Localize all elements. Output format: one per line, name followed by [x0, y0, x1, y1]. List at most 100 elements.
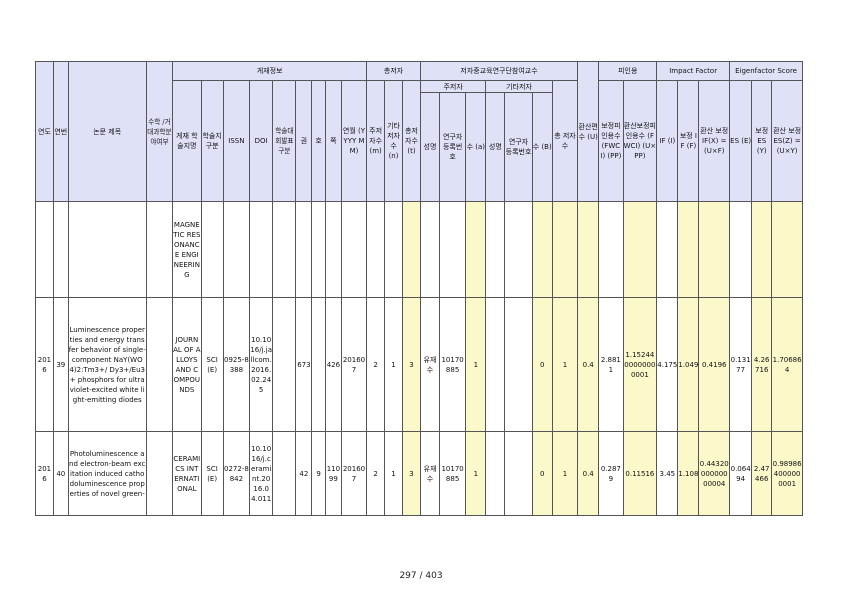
- cell-fa-count: 1: [465, 431, 487, 516]
- header-group-authors: 총저자: [366, 61, 421, 81]
- cell-title: Luminescence properties and energy trans…: [67, 297, 147, 432]
- cell-page: 426: [324, 297, 342, 432]
- cell-z: 1.706864: [771, 297, 803, 432]
- cell-fa-id: [438, 201, 467, 298]
- header-group-es: Eigenfactor Score: [729, 61, 803, 81]
- header-journal: 게재 학술지명: [172, 80, 202, 202]
- cell-fwci: 2.8811: [598, 297, 624, 432]
- cell-math: [145, 431, 174, 516]
- cell-journal: JOURNAL OF ALLOYS AND COMPOUNDS: [172, 297, 202, 432]
- cell-year: [35, 201, 54, 298]
- cell-adj-es: [751, 201, 773, 298]
- cell-adj-es: 4.26716: [751, 297, 773, 432]
- cell-fa-count: 1: [465, 297, 487, 432]
- cell-journal-type: [200, 201, 224, 298]
- header-doi: DOI: [249, 80, 274, 202]
- cell-issue: [311, 297, 326, 432]
- header-seq: 연번: [52, 61, 69, 202]
- cell-es: 0.06494: [729, 431, 753, 516]
- header-other-author: 기타저자: [485, 80, 553, 93]
- cell-n: [384, 201, 403, 298]
- cell-m: 2: [366, 431, 386, 516]
- header-group-if: Impact Factor: [656, 61, 731, 81]
- cell-math: [145, 201, 174, 298]
- header-main-author-count: 주저자수 (m): [366, 80, 386, 202]
- cell-t: 3: [402, 431, 421, 516]
- cell-total: 1: [551, 297, 579, 432]
- cell-es: 0.13177: [729, 297, 753, 432]
- table-row: 2016 40 Photoluminescence and electron-b…: [35, 431, 803, 516]
- cell-page: 11099: [324, 431, 342, 516]
- cell-adj-es: 2.47466: [751, 431, 773, 516]
- header-first-author: 주저자: [419, 80, 487, 93]
- cell-z: 0.989864000000001: [771, 431, 803, 516]
- cell-journal-sep: [272, 201, 297, 298]
- cell-fa-name: [419, 201, 440, 298]
- header-issn: ISSN: [222, 80, 251, 202]
- cell-z: [771, 201, 803, 298]
- cell-m: [366, 201, 386, 298]
- header-year: 연도: [35, 61, 54, 202]
- cell-adj-if: 1.108: [677, 431, 700, 516]
- header-oa-count: 수 (B): [531, 92, 553, 202]
- cell-if: [656, 201, 679, 298]
- header-date: 연월 (YYYY MM): [340, 80, 368, 202]
- cell-volume: 42: [295, 431, 313, 516]
- cell-fa-name: 유재수: [419, 431, 440, 516]
- cell-u-fwci: [622, 201, 658, 298]
- header-total-authors: 총저자수 (t): [402, 80, 421, 202]
- header-fa-count: 수 (a): [465, 92, 487, 202]
- cell-journal-sep: [272, 297, 297, 432]
- header-journal-sep: 학술대회발표구분: [272, 80, 297, 202]
- cell-oa-id: [504, 431, 533, 516]
- cell-doi: 10.1016/j.jallcom.2016.02.245: [249, 297, 274, 432]
- header-adjusted-if: 보정 IF (F): [677, 80, 700, 202]
- cell-t: 3: [402, 297, 421, 432]
- header-if: IF (I): [656, 80, 679, 202]
- cell-u-fwci: 0.11516: [622, 431, 658, 516]
- cell-page: [324, 201, 342, 298]
- cell-journal-type: SCI(E): [200, 297, 224, 432]
- header-journal-type: 학술지 구분: [200, 80, 224, 202]
- cell-seq: 40: [52, 431, 69, 516]
- cell-fwci: [598, 201, 624, 298]
- header-converted-if: 환산 보정 IF(X) = (U×F): [698, 80, 731, 202]
- header-fa-id: 연구자 등록번호: [438, 92, 467, 202]
- header-page: 쪽: [324, 80, 342, 202]
- cell-oa-count: 0: [531, 431, 553, 516]
- cell-n: 1: [384, 297, 403, 432]
- cell-issue: [311, 201, 326, 298]
- cell-oa-id: [504, 201, 533, 298]
- header-fa-name: 성명: [419, 92, 440, 202]
- cell-adj-if: [677, 201, 700, 298]
- cell-fa-count: [465, 201, 487, 298]
- cell-u: [577, 201, 600, 298]
- header-group-publication: 게재정보: [172, 61, 368, 81]
- cell-issn: 0272-8842: [222, 431, 251, 516]
- table-row: 2016 39 Luminescence properties and ener…: [35, 297, 803, 432]
- cell-doi: [249, 201, 274, 298]
- header-paper-title: 논문 제목: [67, 61, 147, 202]
- header-converted-fwci: 환산보정피인용수 (FWCI) (U×PP): [622, 80, 658, 202]
- cell-es: [729, 201, 753, 298]
- cell-issue: 9: [311, 431, 326, 516]
- cell-oa-name: [485, 297, 506, 432]
- cell-u: 0.4: [577, 431, 600, 516]
- header-fwci: 보정피인용수 (FWCI) (PP): [598, 80, 624, 202]
- cell-fwci: 0.2879: [598, 431, 624, 516]
- page-number: 297 / 403: [399, 571, 443, 581]
- cell-u-fwci: 1.1524400000000001: [622, 297, 658, 432]
- cell-fa-id: 10170885: [438, 297, 467, 432]
- cell-math: [145, 297, 174, 432]
- cell-if: 3.45: [656, 431, 679, 516]
- research-paper-table: 연도 연번 논문 제목 수학 /거대과학분야여부 게재정보 총저자 저자중교육연…: [35, 61, 803, 516]
- header-adjusted-es: 보정 ES (Y): [751, 80, 773, 202]
- cell-seq: 39: [52, 297, 69, 432]
- cell-year: 2016: [35, 297, 54, 432]
- cell-total: 1: [551, 431, 579, 516]
- cell-x: 0.4432000000000004: [698, 431, 731, 516]
- cell-oa-count: [531, 201, 553, 298]
- cell-t: [402, 201, 421, 298]
- cell-oa-name: [485, 431, 506, 516]
- cell-m: 2: [366, 297, 386, 432]
